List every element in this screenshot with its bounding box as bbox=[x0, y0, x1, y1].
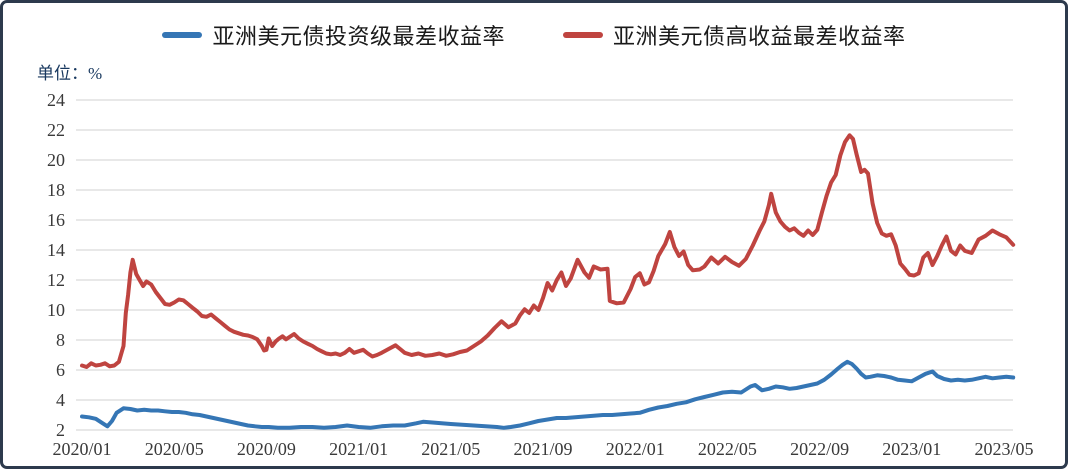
x-tick-label: 2022/05 bbox=[698, 439, 757, 459]
legend-label-investment-grade: 亚洲美元债投资级最差收益率 bbox=[212, 24, 505, 49]
x-tick-label: 2022/01 bbox=[606, 439, 665, 459]
legend-line-swatch-blue bbox=[162, 32, 203, 38]
y-tick-label: 4 bbox=[56, 390, 65, 410]
legend-line-swatch-red bbox=[563, 32, 603, 38]
x-tick-label: 2020/01 bbox=[52, 439, 111, 459]
y-tick-label: 8 bbox=[56, 330, 65, 350]
x-tick-label: 2023/05 bbox=[974, 439, 1033, 459]
x-tick-label: 2022/09 bbox=[790, 439, 849, 459]
y-tick-label: 20 bbox=[47, 150, 65, 170]
y-tick-label: 14 bbox=[47, 240, 65, 260]
x-tick-label: 2021/09 bbox=[513, 439, 572, 459]
series-line-high-yield bbox=[80, 133, 1016, 369]
x-tick-label: 2020/09 bbox=[237, 439, 296, 459]
x-tick-label: 2023/01 bbox=[882, 439, 941, 459]
y-tick-label: 16 bbox=[47, 210, 65, 230]
y-tick-label: 18 bbox=[47, 180, 65, 200]
legend: 亚洲美元债投资级最差收益率 亚洲美元债高收益最差收益率 bbox=[3, 19, 1065, 51]
unit-label: 单位：% bbox=[37, 64, 103, 83]
y-tick-label: 22 bbox=[47, 120, 65, 140]
series-line-investment-grade bbox=[80, 359, 1016, 430]
legend-item-investment-grade: 亚洲美元债投资级最差收益率 bbox=[162, 19, 505, 51]
y-tick-label: 12 bbox=[47, 270, 65, 290]
y-tick-label: 6 bbox=[56, 360, 65, 380]
y-tick-label: 10 bbox=[47, 300, 65, 320]
x-tick-label: 2021/05 bbox=[421, 439, 480, 459]
x-tick-label: 2020/05 bbox=[145, 439, 204, 459]
y-tick-label: 2 bbox=[56, 420, 65, 440]
x-tick-label: 2021/01 bbox=[329, 439, 388, 459]
y-tick-label: 24 bbox=[47, 90, 65, 110]
legend-item-high-yield: 亚洲美元债高收益最差收益率 bbox=[563, 19, 906, 51]
legend-label-high-yield: 亚洲美元债高收益最差收益率 bbox=[613, 24, 906, 49]
